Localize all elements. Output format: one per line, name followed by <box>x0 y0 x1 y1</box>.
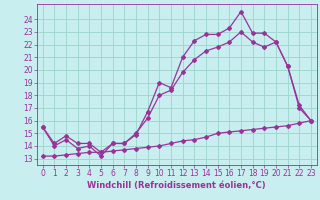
X-axis label: Windchill (Refroidissement éolien,°C): Windchill (Refroidissement éolien,°C) <box>87 181 266 190</box>
